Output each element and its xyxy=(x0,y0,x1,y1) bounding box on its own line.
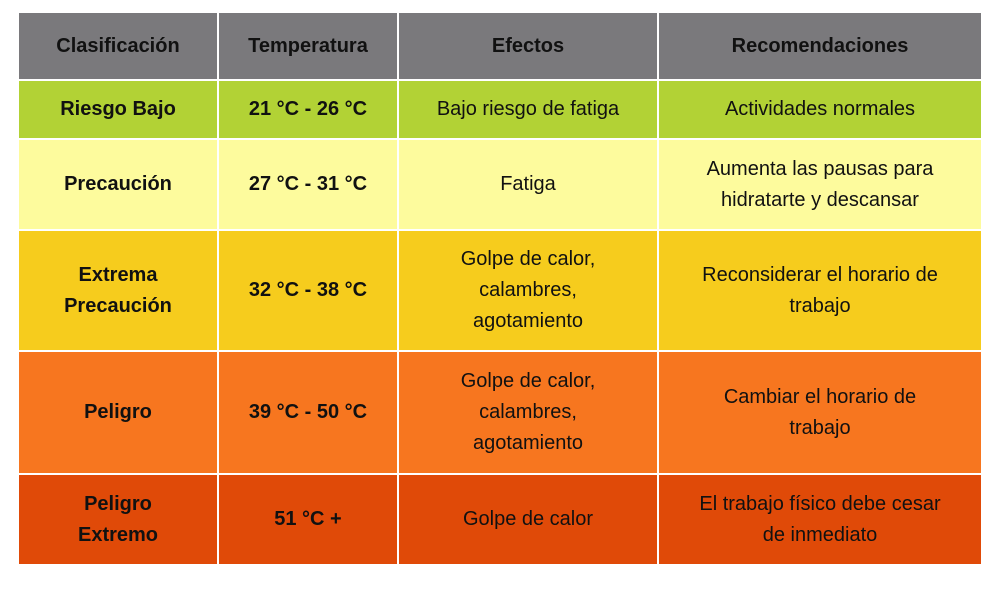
table-row: Extrema Precaución 32 °C - 38 °C Golpe de … xyxy=(17,229,983,352)
table-row: Riesgo Bajo 21 °C - 26 °C Bajo riesgo de f… xyxy=(17,79,983,140)
table-cell: Bajo riesgo de fatiga xyxy=(397,79,659,140)
table-cell: Actividades normales xyxy=(657,79,983,140)
heat-risk-table: Clasificación Temperatura Efectos Recomenda… xyxy=(17,11,983,566)
header-cell: Clasificación xyxy=(17,11,219,81)
table-cell: 39 °C - 50 °C xyxy=(217,350,399,475)
table-cell: 51 °C + xyxy=(217,473,399,566)
table-cell: Reconsiderar el horario de trabajo xyxy=(657,229,983,352)
table-cell: Extrema Precaución xyxy=(17,229,219,352)
table-cell: 21 °C - 26 °C xyxy=(217,79,399,140)
table-cell: El trabajo físico debe cesar de inmediat… xyxy=(657,473,983,566)
header-cell: Temperatura xyxy=(217,11,399,81)
table-cell: Aumenta las pausas para hidratarte y des… xyxy=(657,138,983,231)
table-cell: 27 °C - 31 °C xyxy=(217,138,399,231)
table-row: Peligro 39 °C - 50 °C Golpe de calor, cala… xyxy=(17,350,983,475)
table-cell: Peligro Extremo xyxy=(17,473,219,566)
table-cell: Riesgo Bajo xyxy=(17,79,219,140)
header-row: Clasificación Temperatura Efectos Recomenda… xyxy=(17,11,983,81)
table-cell: Peligro xyxy=(17,350,219,475)
table-container: Clasificación Temperatura Efectos Recomenda… xyxy=(17,11,983,566)
header-cell: Efectos xyxy=(397,11,659,81)
table-row: Precaución 27 °C - 31 °C Fatiga Aumenta las… xyxy=(17,138,983,231)
table-cell: Golpe de calor, calambres, agotamiento xyxy=(397,350,659,475)
header-cell: Recomendaciones xyxy=(657,11,983,81)
table-cell: Cambiar el horario de trabajo xyxy=(657,350,983,475)
table-row: Peligro Extremo 51 °C + Golpe de calor El t… xyxy=(17,473,983,566)
table-body: Riesgo Bajo 21 °C - 26 °C Bajo riesgo de f… xyxy=(17,79,983,566)
table-cell: 32 °C - 38 °C xyxy=(217,229,399,352)
table-cell: Fatiga xyxy=(397,138,659,231)
table-cell: Golpe de calor, calambres, agotamiento xyxy=(397,229,659,352)
table-cell: Golpe de calor xyxy=(397,473,659,566)
table-cell: Precaución xyxy=(17,138,219,231)
